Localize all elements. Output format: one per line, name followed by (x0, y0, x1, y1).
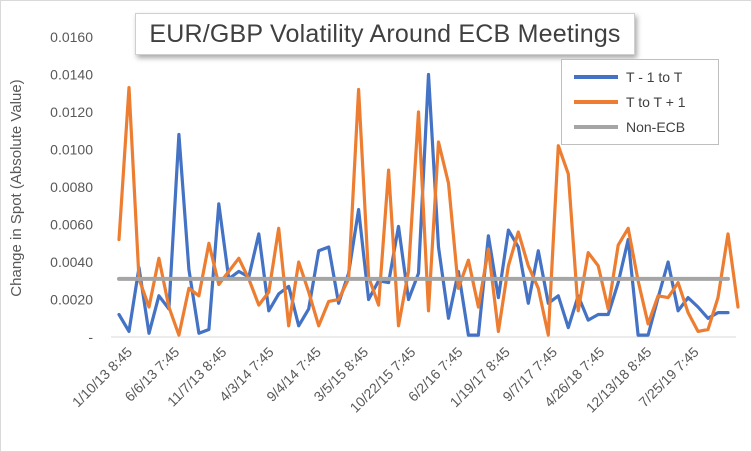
legend-label-series-2: T to T + 1 (626, 94, 686, 110)
legend-swatch-series-3 (574, 125, 618, 129)
legend-item-series-1: T - 1 to T (574, 66, 682, 88)
y-tick-label: - (88, 329, 93, 345)
legend-swatch-series-2 (574, 100, 618, 104)
x-tick-label: 1/10/13 8:45 (69, 344, 136, 411)
y-tick-label: 0.0140 (50, 67, 93, 83)
y-tick-label: 0.0040 (50, 254, 93, 270)
legend-item-series-2: T to T + 1 (574, 91, 686, 113)
y-tick-label: 0.0160 (50, 29, 93, 45)
series-line-1 (117, 72, 730, 337)
y-tick-label: 0.0020 (50, 292, 93, 308)
y-tick-label: 0.0120 (50, 104, 93, 120)
legend-label-series-3: Non-ECB (626, 119, 686, 135)
legend-item-series-3: Non-ECB (574, 116, 685, 138)
chart-title-box: EUR/GBP Volatility Around ECB Meetings (135, 13, 635, 55)
legend: T - 1 to T T to T + 1 Non-ECB (561, 59, 719, 145)
legend-label-series-1: T - 1 to T (626, 69, 683, 85)
legend-swatch-series-1 (574, 75, 618, 79)
y-axis-label: Change in Spot (Absolute Value) (8, 79, 25, 297)
chart-title: EUR/GBP Volatility Around ECB Meetings (149, 19, 621, 48)
y-tick-label: 0.0080 (50, 179, 93, 195)
y-tick-label: 0.0100 (50, 142, 93, 158)
y-tick-label: 0.0060 (50, 217, 93, 233)
